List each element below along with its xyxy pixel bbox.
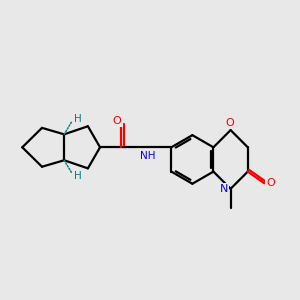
Text: N: N bbox=[220, 184, 228, 194]
Text: NH: NH bbox=[140, 151, 156, 161]
Text: O: O bbox=[113, 116, 122, 126]
Text: O: O bbox=[225, 118, 234, 128]
Text: O: O bbox=[266, 178, 274, 188]
Text: H: H bbox=[74, 171, 82, 181]
Text: H: H bbox=[74, 114, 82, 124]
